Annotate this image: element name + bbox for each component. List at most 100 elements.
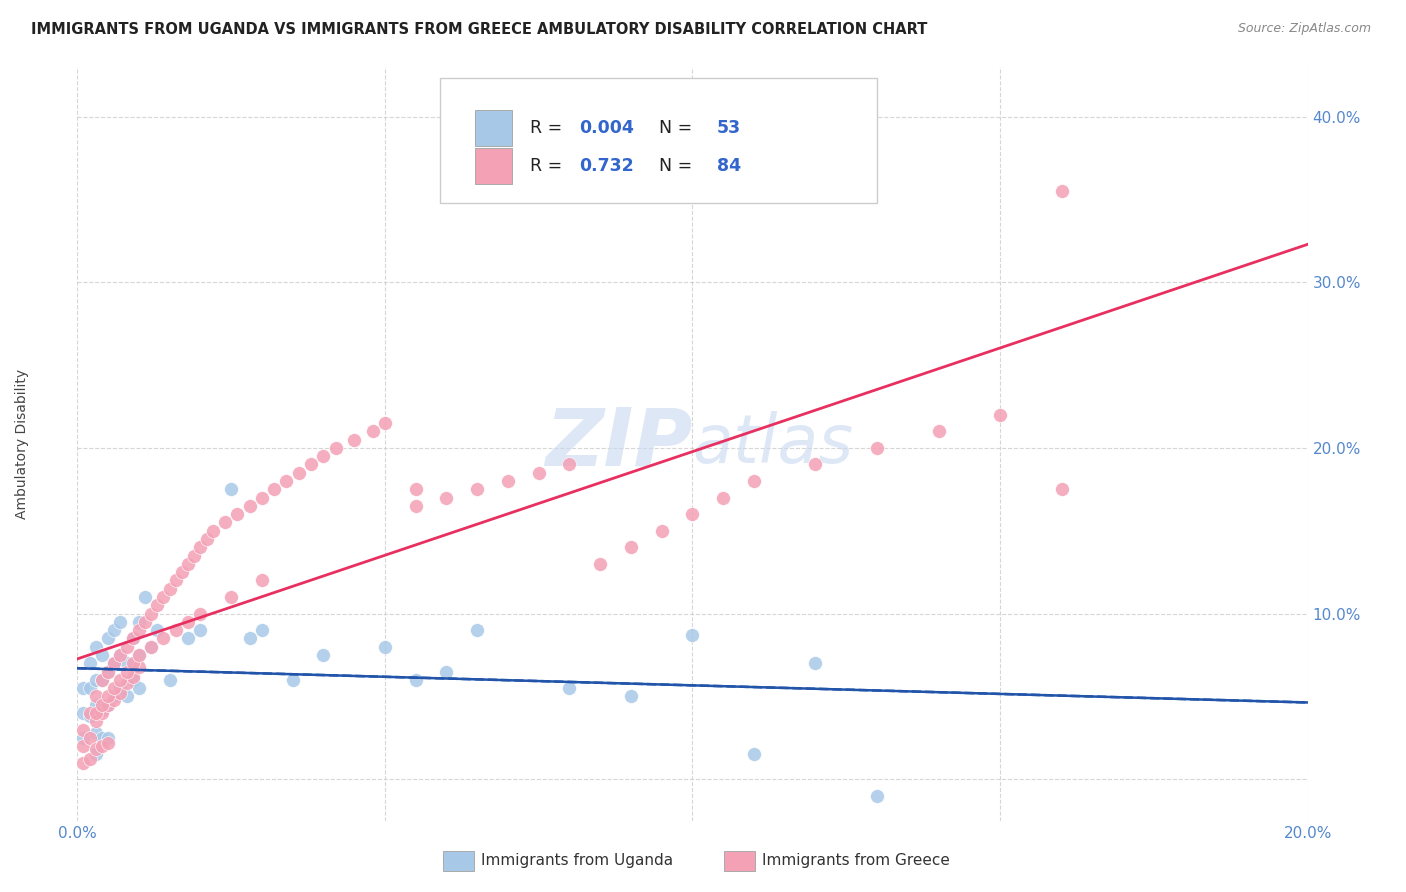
Point (128, 648, 150, 662)
Text: Immigrants from Uganda: Immigrants from Uganda (481, 854, 673, 868)
Point (97, 731, 120, 745)
Point (928, 425, 950, 439)
Point (121, 632, 143, 646)
Point (343, 433, 366, 447)
Point (97, 632, 120, 646)
Point (72, 731, 94, 745)
Point (72, 723, 94, 737)
Point (374, 416, 396, 430)
Point (188, 623, 212, 637)
Point (250, 623, 273, 637)
Point (201, 524, 224, 538)
Point (72, 706, 94, 720)
Point (103, 623, 125, 637)
Text: 0.732: 0.732 (579, 157, 634, 175)
Point (110, 648, 132, 662)
FancyBboxPatch shape (475, 147, 512, 184)
Point (263, 483, 285, 497)
Point (219, 483, 242, 497)
Point (312, 449, 335, 463)
Point (299, 458, 322, 472)
Point (97, 665, 120, 679)
Point (159, 582, 181, 596)
Point (558, 681, 581, 695)
Point (103, 681, 125, 695)
Point (226, 507, 249, 521)
Text: 0.004: 0.004 (579, 119, 634, 137)
Point (465, 623, 488, 637)
Point (620, 541, 643, 555)
Point (436, 491, 458, 505)
Point (115, 640, 138, 654)
Text: 84: 84 (717, 157, 741, 175)
Point (405, 483, 427, 497)
Point (90, 703, 114, 717)
Point (177, 632, 200, 646)
Point (115, 690, 138, 704)
Point (90, 698, 114, 712)
Point (651, 524, 673, 538)
Point (682, 628, 704, 642)
Point (90, 673, 114, 687)
Point (90, 648, 114, 662)
Point (589, 557, 612, 571)
Point (84, 673, 107, 687)
Text: R =: R = (530, 157, 568, 175)
Point (214, 516, 236, 530)
Point (72, 681, 94, 695)
Point (239, 632, 262, 646)
Point (742, 747, 765, 762)
Point (128, 659, 150, 673)
Point (804, 657, 827, 671)
Point (711, 491, 734, 505)
Point (405, 673, 427, 687)
Point (195, 532, 218, 546)
Point (79, 657, 101, 671)
Point (620, 690, 643, 704)
Point (1050, 483, 1073, 497)
Point (115, 657, 138, 671)
Point (84, 698, 107, 712)
FancyBboxPatch shape (475, 110, 512, 146)
Point (121, 673, 143, 687)
Text: ZIP: ZIP (546, 405, 693, 483)
Point (84, 726, 107, 740)
Point (79, 681, 101, 695)
Point (405, 499, 427, 513)
Point (141, 640, 163, 654)
Point (121, 669, 143, 683)
Point (110, 681, 132, 695)
Point (325, 441, 347, 455)
Point (159, 673, 181, 687)
FancyBboxPatch shape (440, 78, 877, 202)
Point (128, 615, 150, 629)
Point (866, 789, 889, 803)
Point (170, 565, 193, 579)
Point (288, 466, 311, 480)
Point (276, 474, 298, 488)
Text: N =: N = (659, 157, 697, 175)
Point (97, 698, 120, 712)
Point (79, 709, 101, 723)
Point (103, 657, 125, 671)
Point (804, 458, 827, 472)
Point (177, 615, 200, 629)
Point (128, 681, 150, 695)
Point (361, 425, 384, 439)
Point (152, 632, 174, 646)
Point (84, 690, 107, 704)
Point (90, 673, 114, 687)
Point (110, 648, 132, 662)
Point (97, 698, 120, 712)
Point (250, 491, 273, 505)
Text: N =: N = (659, 119, 697, 137)
Point (374, 640, 396, 654)
Point (115, 665, 138, 679)
Text: Immigrants from Greece: Immigrants from Greece (762, 854, 950, 868)
Point (134, 615, 156, 629)
Point (141, 640, 163, 654)
Point (84, 640, 107, 654)
Point (72, 739, 94, 753)
Point (496, 474, 519, 488)
Point (742, 474, 765, 488)
